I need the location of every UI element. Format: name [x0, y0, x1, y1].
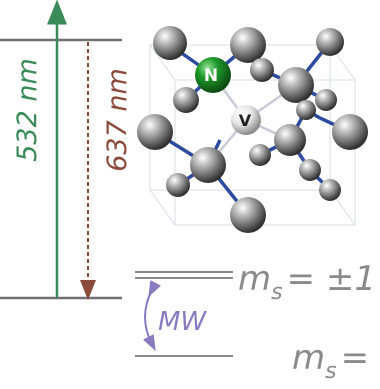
spin-symbol: m — [238, 259, 271, 299]
spin-label: ms= ±1 — [238, 259, 376, 305]
spin-value: = 0 — [341, 338, 380, 378]
microwave-arrow — [145, 290, 152, 344]
spin-subscript: s — [325, 359, 336, 384]
diagram: 532 nm 637 nm N — [0, 0, 380, 389]
vacancy-label: V — [239, 111, 252, 130]
emission-label: 637 nm — [102, 68, 133, 172]
crystal: N V — [137, 26, 368, 233]
microwave-label: MW — [158, 307, 207, 337]
spin-symbol: m — [292, 338, 325, 378]
spin-subscript: s — [271, 280, 282, 305]
spin-label: ms= 0 — [238, 338, 380, 384]
excitation-label: 532 nm — [12, 58, 43, 162]
spin-value: = ±1 — [287, 259, 376, 299]
nitrogen-label: N — [204, 66, 218, 86]
